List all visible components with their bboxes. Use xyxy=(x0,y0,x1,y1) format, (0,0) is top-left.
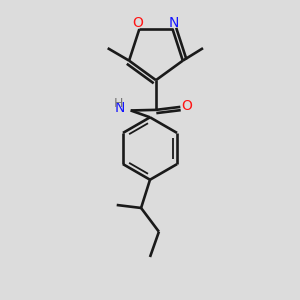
Text: O: O xyxy=(132,16,143,29)
Text: N: N xyxy=(114,101,125,115)
Text: N: N xyxy=(169,16,179,29)
Text: H: H xyxy=(113,97,123,110)
Text: O: O xyxy=(182,99,192,113)
